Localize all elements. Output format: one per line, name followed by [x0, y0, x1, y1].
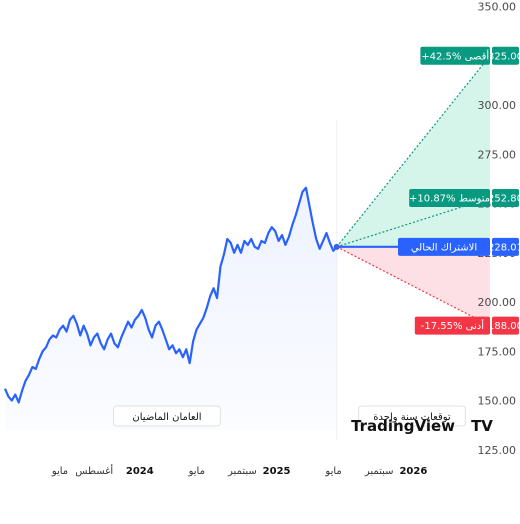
x-tick-label: مايو	[324, 466, 341, 477]
x-tick-label: 2024	[126, 466, 154, 477]
forecast-panel-label-box	[358, 405, 466, 427]
history-panel-label: العامان الماضيان	[132, 412, 201, 423]
badge-value: 188.00	[488, 321, 520, 332]
badge-value-box	[492, 237, 519, 256]
x-tick-label: مايو	[51, 466, 68, 477]
badge-label: +10.87% متوسط	[409, 193, 490, 204]
badge-min: 188.00 -17.55% أدنى	[414, 316, 520, 335]
forecast-line-avg	[336, 197, 491, 248]
badge-value: 228.01	[488, 242, 520, 253]
badge-label-box	[414, 316, 490, 335]
y-tick-label: 300.00	[478, 99, 517, 112]
tradingview-mark-icon: TV	[471, 417, 493, 435]
forecast-panel-label: توقعات سنة واحدة	[373, 412, 451, 423]
downside-fill	[336, 246, 490, 326]
x-tick-label: 2026	[399, 466, 427, 477]
history-line	[3, 186, 338, 404]
badge-label-box	[409, 188, 490, 207]
badge-value-box	[492, 188, 519, 207]
badge-label: -17.55% أدنى	[421, 319, 484, 332]
badge-current: 228.01 الاشتراك الحالي	[398, 237, 520, 256]
y-tick-label: 200.00	[478, 296, 517, 309]
forecast-line-min	[336, 246, 491, 327]
badge-label: +42.5% أقصى	[421, 49, 489, 62]
badge-value: 325.00	[488, 51, 520, 62]
target-badges: 325.00+42.5% أقصى 252.80+10.87% متوسط 228.…	[398, 46, 520, 335]
badge-value-box	[492, 316, 519, 335]
x-axis: مايو أغسطس 2024 مايو سبتمبر 2025 مايو سبتمبر 202…	[51, 464, 428, 477]
x-tick-label: مايو	[188, 466, 205, 477]
x-tick-label: 2025	[263, 466, 291, 477]
x-tick-label: سبتمبر	[364, 466, 394, 477]
badge-label: الاشتراك الحالي	[411, 242, 477, 253]
badge-label-box	[420, 46, 490, 65]
forecast-line-max	[336, 55, 491, 248]
x-tick-label: أغسطس	[75, 464, 113, 477]
panel-labels: العامان الماضيان توقعات سنة واحدة	[113, 405, 466, 427]
tradingview-wordmark: TradingView	[351, 417, 455, 435]
history-area	[5, 187, 337, 430]
y-tick-label: 150.00	[478, 395, 517, 408]
y-tick-label: 275.00	[478, 148, 517, 161]
history-series	[3, 186, 340, 430]
y-tick-label: 175.00	[478, 345, 517, 358]
badge-value-box	[492, 46, 519, 65]
y-tick-label: 125.00	[478, 444, 517, 457]
badge-avg: 252.80+10.87% متوسط	[409, 188, 520, 207]
badge-max: 325.00+42.5% أقصى	[420, 46, 520, 65]
badge-value: 252.80	[488, 193, 520, 204]
history-panel-label-box	[113, 405, 221, 427]
badge-label-box	[398, 237, 490, 256]
tradingview-logo: TradingView TV	[351, 417, 493, 435]
x-tick-label: سبتمبر	[227, 466, 257, 477]
y-tick-label: 350.00	[478, 1, 517, 14]
